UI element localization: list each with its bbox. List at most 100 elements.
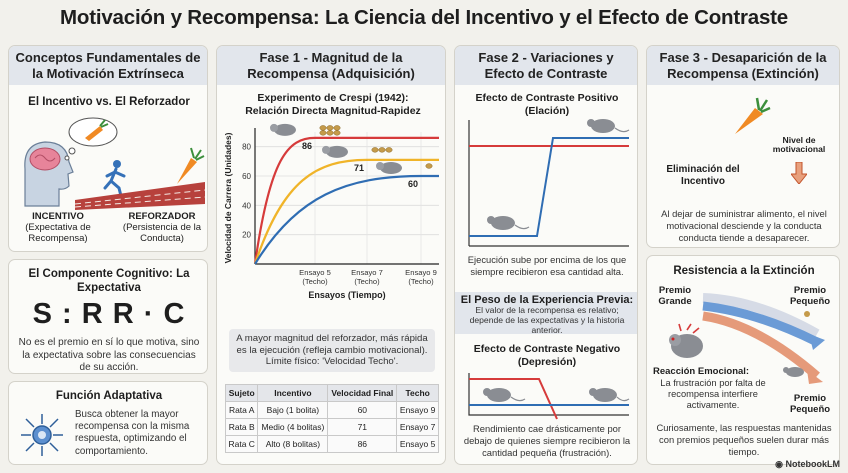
phase1-panel: Fase 1 - Magnitud de la Recompensa (Adqu… xyxy=(216,45,446,465)
pellet-icon xyxy=(326,130,334,136)
resistance-diagram xyxy=(669,293,825,384)
table-cell: Ensayo 9 xyxy=(396,401,439,419)
resistance-title: Resistencia a la Extinción xyxy=(673,265,815,277)
table-cell: Medio (4 bolitas) xyxy=(257,418,329,436)
reforzador-title: REFORZADOR xyxy=(128,211,196,222)
data-label: 60 xyxy=(408,179,418,189)
footer-brand: ◉ NotebookLM xyxy=(775,459,841,469)
prior-experience-title: El Peso de la Experiencia Previa: xyxy=(460,294,634,306)
positive-contrast-text: Ejecución sube por encima de los que sie… xyxy=(467,254,627,277)
crespi-chart: 20 40 60 80 Ensayo 5 (Techo) Ensayo 7 (Techo) En… xyxy=(223,123,439,300)
pellet-icon xyxy=(319,130,327,136)
resistance-panel: Resistencia a la Extinción Premio Grande… xyxy=(646,255,840,465)
phase3-panel: Fase 3 - Desaparición de la Recompensa (… xyxy=(646,45,840,248)
series-line xyxy=(254,174,439,265)
pellet-icon xyxy=(333,130,341,136)
positive-contrast-graph xyxy=(468,119,630,247)
th-sujeto: Sujeto xyxy=(224,384,259,402)
phase2-header: Fase 2 - Variaciones y Efecto de Contras… xyxy=(455,46,637,86)
phase1-caption: A mayor magnitud del reforzador, más ráp… xyxy=(229,329,435,372)
series-line xyxy=(253,158,439,265)
fundamentals-panel: Conceptos Fundamentales de la Motivación… xyxy=(8,45,208,252)
x-tick-label: Ensayo 7 (Techo) xyxy=(351,268,383,286)
page-title: Motivación y Recompensa: La Ciencia del … xyxy=(60,6,788,29)
adaptive-title: Función Adaptativa xyxy=(55,390,163,402)
thought-cloud-icon xyxy=(64,117,118,161)
th-velocidad: Velocidad Final xyxy=(327,384,398,402)
head-silhouette-icon xyxy=(24,141,74,207)
table-cell: 86 xyxy=(327,435,398,453)
pellet-icon xyxy=(804,311,810,317)
rat-head-icon xyxy=(376,162,384,170)
negative-contrast-title: Efecto de Contraste Negativo (Depresión) xyxy=(473,343,621,368)
crespi-table-wrap: Sujeto Incentivo Velocidad Final Techo R… xyxy=(224,384,439,453)
rat-head-icon xyxy=(270,123,278,132)
rat-icon xyxy=(483,388,526,402)
rat-icon xyxy=(380,162,402,174)
negative-contrast-text: Rendimiento cae drásticamente por debajo… xyxy=(463,423,631,458)
down-arrow-icon xyxy=(791,162,807,184)
reforzador-block: REFORZADOR (Persistencia de la Conducta) xyxy=(117,211,207,245)
prior-experience-text: El valor de la recompensa es relativo; d… xyxy=(469,305,625,335)
phase3-header: Fase 3 - Desaparición de la Recompensa (… xyxy=(647,46,839,86)
rat-icon xyxy=(274,123,296,136)
fundamentals-header: Conceptos Fundamentales de la Motivación… xyxy=(9,46,207,86)
pellet-icon xyxy=(425,163,433,169)
pellet-icon xyxy=(371,147,379,153)
table-cell: 71 xyxy=(327,418,398,436)
incentive-vs-reinforcer-title: El Incentivo vs. El Reforzador xyxy=(28,96,190,108)
rat-icon xyxy=(589,388,630,402)
y-tick-label: 60 xyxy=(242,172,251,181)
reforzador-desc: (Persistencia de la Conducta) xyxy=(122,222,202,245)
y-axis-label: Velocidad de Carrera (Unidades) xyxy=(223,132,233,263)
running-person-icon xyxy=(103,160,126,198)
table-cell: 60 xyxy=(327,401,398,419)
x-tick-label: Ensayo 5 (Techo) xyxy=(299,268,331,286)
small-rat-icon xyxy=(783,367,804,377)
emotional-reaction-text: La frustración por falta de recompensa i… xyxy=(660,378,766,411)
positive-contrast-title: Efecto de Contraste Positivo (Elación) xyxy=(475,92,619,117)
resistance-text: Curiosamente, las respuestas mantenidas … xyxy=(656,422,832,457)
premio-pequeno-bottom-label: Premio Pequeño xyxy=(789,393,831,415)
negative-contrast-graph xyxy=(468,373,630,420)
network-optimize-icon xyxy=(21,414,63,456)
table-cell: Bajo (1 bolita) xyxy=(257,401,329,419)
incentive-illustration xyxy=(24,117,205,210)
table-cell: Ensayo 7 xyxy=(396,418,439,436)
premio-pequeno-top-label: Premio Pequeño xyxy=(789,285,831,307)
stressed-rat-icon xyxy=(669,323,703,358)
rat-icon xyxy=(487,216,530,230)
th-techo: Techo xyxy=(396,384,439,402)
track-icon xyxy=(74,182,205,210)
pellet-icon xyxy=(333,125,341,131)
table-row: Rata A Bajo (1 bolita) 60 Ensayo 9 xyxy=(224,401,439,419)
y-tick-label: 40 xyxy=(242,201,251,210)
pellet-icon xyxy=(326,125,334,131)
pellet-icon xyxy=(385,147,393,153)
carrot-icon xyxy=(177,147,205,184)
premio-grande-label: Premio Grande xyxy=(658,285,692,307)
phase2-panel: Fase 2 - Variaciones y Efecto de Contras… xyxy=(454,45,638,465)
table-cell: Rata C xyxy=(224,435,259,453)
table-row: Rata C Alto (8 bolitas) 86 Ensayo 5 xyxy=(224,435,439,453)
adaptive-panel: Función Adaptativa Busca obtener la mayo… xyxy=(8,381,208,465)
data-label: 86 xyxy=(302,141,312,151)
crespi-title: Experimento de Crespi (1942): Relación D… xyxy=(245,92,421,117)
carrot-icon xyxy=(735,97,771,134)
incentivo-title: INCENTIVO xyxy=(32,211,84,222)
cognitive-title: El Componente Cognitivo: La Expectativa xyxy=(28,268,190,294)
motivational-level-label: Nivel de motivacional xyxy=(772,135,826,155)
cognitive-text: No es el premio en sí lo que motiva, sin… xyxy=(18,337,200,373)
table-cell: Alto (8 bolitas) xyxy=(257,435,329,453)
series-line xyxy=(253,136,439,265)
y-tick-label: 80 xyxy=(242,143,251,152)
cognitive-panel: El Componente Cognitivo: La Expectativa … xyxy=(8,259,208,374)
extinction-text: Al dejar de suministrar alimento, el niv… xyxy=(661,208,827,243)
phase1-header: Fase 1 - Magnitud de la Recompensa (Adqu… xyxy=(217,46,445,86)
x-axis-label: Ensayos (Tiempo) xyxy=(308,290,385,300)
emotional-reaction-title: Reacción Emocional: xyxy=(653,366,750,377)
pellet-icon xyxy=(378,147,386,153)
pellet-icon xyxy=(319,125,327,131)
data-label: 71 xyxy=(354,163,364,173)
footer-label: NotebookLM xyxy=(785,459,841,469)
